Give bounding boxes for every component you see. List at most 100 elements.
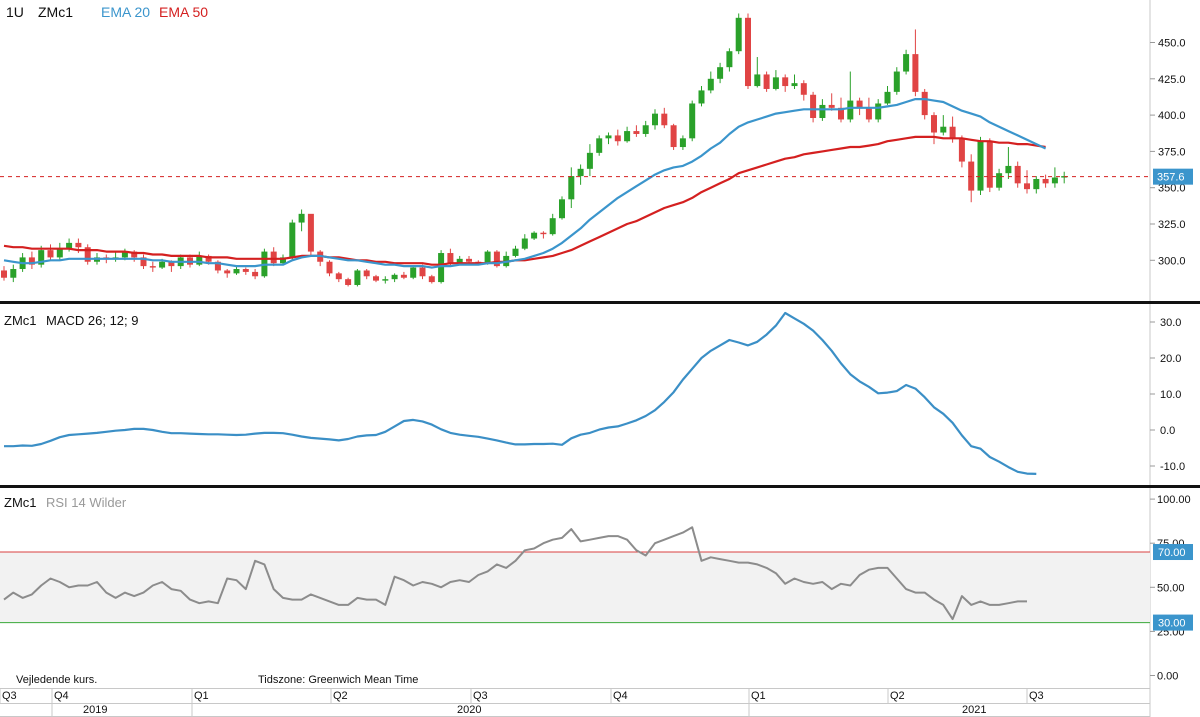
candle — [363, 269, 370, 280]
candle-body — [884, 91, 891, 104]
candle-body — [819, 104, 826, 119]
quarter-label[interactable]: Q1 — [751, 690, 766, 702]
candle — [726, 48, 733, 72]
quarter-label[interactable]: Q2 — [890, 690, 905, 702]
candle-body — [242, 269, 249, 272]
candle-body — [354, 270, 361, 285]
rsi-legend[interactable]: RSI 14 Wilder — [46, 495, 127, 510]
candle — [270, 247, 277, 267]
quarter-label[interactable]: Q3 — [2, 690, 17, 702]
ema50-line — [3, 135, 1046, 266]
interval-label[interactable]: 1U — [6, 4, 24, 20]
candle-body — [345, 279, 352, 285]
candle — [400, 271, 407, 280]
macd-axis-label: 10.0 — [1160, 389, 1181, 401]
candle — [56, 242, 63, 261]
candle-body — [559, 199, 565, 219]
candle-body — [10, 269, 17, 278]
price-axis-label: 375.0 — [1158, 146, 1186, 158]
candle-body — [791, 83, 798, 87]
year-label[interactable]: 2021 — [962, 704, 986, 716]
candle-body — [1033, 178, 1040, 190]
candle-body — [205, 255, 212, 262]
time-axis-line — [0, 688, 1150, 689]
candle-body — [800, 83, 807, 95]
candle-body — [149, 266, 156, 268]
quarter-label[interactable]: Q3 — [473, 690, 488, 702]
candle — [735, 13, 742, 55]
candle — [596, 135, 603, 156]
symbol-label[interactable]: ZMc1 — [38, 4, 73, 20]
candle-body — [1005, 165, 1012, 174]
footer-labels: Vejledende kurs. Tidszone: Greenwich Mea… — [16, 674, 418, 686]
candle-body — [1042, 178, 1049, 184]
year-label[interactable]: 2020 — [457, 704, 481, 716]
candle — [679, 135, 686, 150]
candle — [865, 97, 872, 123]
last-price-tag — [1153, 168, 1193, 185]
candle — [847, 71, 854, 123]
candle — [112, 251, 119, 262]
candle-body — [679, 138, 686, 148]
candle-body — [298, 213, 305, 223]
candle — [531, 231, 538, 240]
panel-separator-2[interactable] — [0, 485, 1200, 488]
candle-body — [168, 261, 175, 267]
quarter-label[interactable]: Q4 — [613, 690, 628, 702]
candle — [568, 167, 575, 209]
candle — [1051, 167, 1058, 188]
macd-axis-label: 0.0 — [1160, 425, 1175, 437]
candle-body — [1, 270, 7, 278]
candle — [921, 88, 928, 120]
candle-body — [698, 90, 705, 104]
candle — [317, 250, 324, 267]
last-price-value: 357.6 — [1157, 172, 1185, 184]
candle — [149, 261, 156, 272]
ema20-legend[interactable]: EMA 20 — [101, 4, 150, 20]
candle-body — [577, 168, 584, 177]
quarter-label[interactable]: Q4 — [54, 690, 69, 702]
candle-body — [903, 54, 910, 72]
candle — [512, 245, 519, 258]
panel-separator-1[interactable] — [0, 301, 1200, 304]
candle-body — [707, 78, 714, 91]
candle — [1005, 147, 1012, 179]
candle — [754, 57, 761, 88]
candle-body — [689, 103, 696, 139]
candle-body — [847, 100, 854, 120]
candle-body — [958, 138, 965, 162]
candle-body — [131, 251, 138, 258]
ema20-line — [3, 97, 1047, 269]
timezone-label: Tidszone: Greenwich Mean Time — [258, 674, 418, 686]
candle — [289, 219, 296, 261]
candle-body — [986, 141, 993, 188]
quarter-label[interactable]: Q3 — [1029, 690, 1044, 702]
candle — [828, 93, 835, 111]
rsi-level-value: 70.00 — [1158, 547, 1186, 559]
candle-body — [447, 253, 454, 264]
price-axis-label: 300.0 — [1158, 255, 1186, 267]
rsi-level-tag — [1153, 544, 1193, 561]
year-axis-line — [0, 703, 1150, 704]
candle-body — [652, 113, 658, 126]
rsi-symbol-label: ZMc1 — [4, 495, 37, 510]
rsi-panel-legend: ZMc1 RSI 14 Wilder — [4, 495, 127, 510]
macd-legend[interactable]: MACD 26; 12; 9 — [46, 313, 139, 328]
candle-body — [400, 274, 407, 278]
footer-note: Vejledende kurs. — [16, 674, 97, 686]
candle-body — [159, 261, 166, 268]
candle — [28, 251, 35, 270]
candle-body — [484, 251, 491, 264]
year-label[interactable]: 2019 — [83, 704, 107, 716]
ema50-legend[interactable]: EMA 50 — [159, 4, 208, 20]
candle — [261, 248, 268, 278]
candle-body — [754, 74, 761, 87]
quarter-label[interactable]: Q1 — [194, 690, 209, 702]
candle — [47, 244, 54, 261]
candle-body — [493, 251, 500, 267]
quarter-label[interactable]: Q2 — [333, 690, 348, 702]
rsi-level-tag — [1153, 614, 1193, 631]
candle — [84, 244, 91, 265]
candle — [586, 144, 593, 177]
candle — [893, 67, 900, 95]
